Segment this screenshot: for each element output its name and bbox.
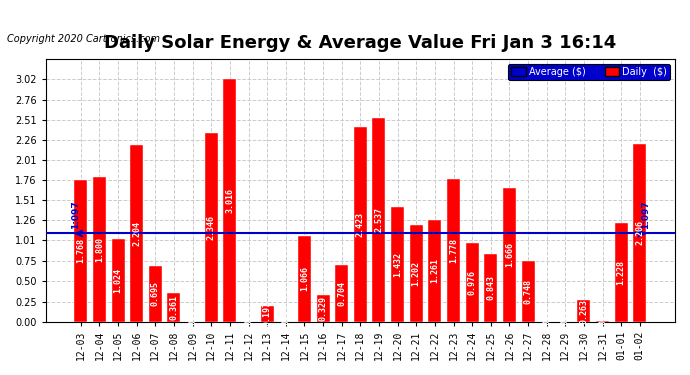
Text: 1.202: 1.202 — [412, 261, 421, 286]
Text: 0.000: 0.000 — [188, 309, 197, 334]
Bar — [522, 261, 535, 322]
Bar — [168, 292, 181, 322]
Text: 0.000: 0.000 — [561, 309, 570, 334]
Text: 2.423: 2.423 — [356, 212, 365, 237]
Bar — [261, 306, 274, 322]
Bar — [354, 127, 367, 322]
Text: Copyright 2020 Cartronics.com: Copyright 2020 Cartronics.com — [7, 34, 160, 44]
Text: 0.329: 0.329 — [319, 296, 328, 321]
Text: 1.666: 1.666 — [505, 242, 514, 267]
Bar — [335, 265, 348, 322]
Title: Daily Solar Energy & Average Value Fri Jan 3 16:14: Daily Solar Energy & Average Value Fri J… — [104, 34, 616, 52]
Text: 0.263: 0.263 — [580, 298, 589, 324]
Text: 0.000: 0.000 — [282, 309, 290, 334]
Text: 2.204: 2.204 — [132, 220, 141, 246]
Legend: Average ($), Daily  ($): Average ($), Daily ($) — [509, 64, 670, 80]
Text: 1:097: 1:097 — [70, 201, 79, 230]
Text: 2.206: 2.206 — [635, 220, 644, 246]
Bar — [466, 243, 479, 322]
Bar — [503, 188, 516, 322]
Text: 0.197: 0.197 — [263, 301, 272, 326]
Text: 0.976: 0.976 — [468, 270, 477, 295]
Bar — [130, 144, 144, 322]
Text: 1.024: 1.024 — [114, 268, 123, 293]
Bar — [578, 300, 591, 322]
Text: 1.228: 1.228 — [617, 260, 626, 285]
Bar — [391, 207, 404, 322]
Text: 0.361: 0.361 — [170, 295, 179, 320]
Bar — [447, 179, 460, 322]
Text: 0.001: 0.001 — [244, 309, 253, 334]
Bar — [615, 223, 628, 322]
Text: 0.695: 0.695 — [151, 281, 160, 306]
Bar — [317, 295, 330, 322]
Text: 0.003: 0.003 — [598, 309, 607, 334]
Text: 1.432: 1.432 — [393, 252, 402, 277]
Text: 0.704: 0.704 — [337, 281, 346, 306]
Text: 2.537: 2.537 — [375, 207, 384, 232]
Bar — [428, 220, 442, 322]
Text: 1.778: 1.778 — [449, 238, 458, 262]
Bar — [93, 177, 106, 322]
Bar — [298, 236, 311, 322]
Text: 1.800: 1.800 — [95, 237, 104, 262]
Bar — [373, 118, 386, 322]
Text: 0.000: 0.000 — [542, 309, 551, 334]
Bar — [149, 266, 162, 322]
Text: 0.843: 0.843 — [486, 275, 495, 300]
Text: 1:097: 1:097 — [641, 201, 650, 230]
Text: 1.066: 1.066 — [300, 266, 309, 291]
Bar — [633, 144, 647, 322]
Text: 1.261: 1.261 — [431, 258, 440, 284]
Bar — [75, 180, 88, 322]
Text: 2.346: 2.346 — [207, 215, 216, 240]
Bar — [112, 239, 125, 322]
Bar — [410, 225, 423, 322]
Bar — [205, 133, 218, 322]
Text: 3.016: 3.016 — [226, 188, 235, 213]
Text: 1.768: 1.768 — [77, 238, 86, 263]
Bar — [224, 79, 237, 322]
Bar — [484, 254, 497, 322]
Text: 0.748: 0.748 — [524, 279, 533, 304]
